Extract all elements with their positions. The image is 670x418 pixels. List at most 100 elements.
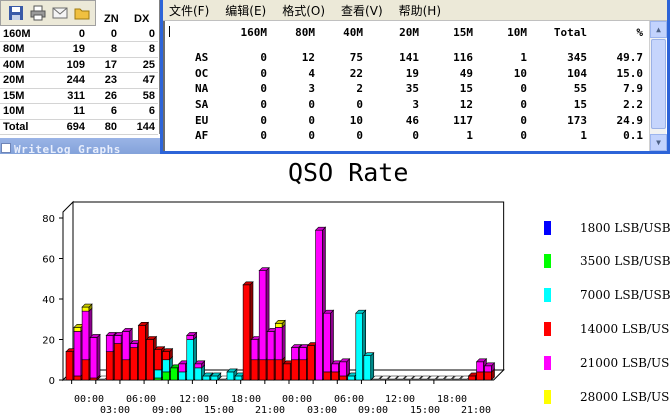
graph-title: QSO Rate [288,158,409,187]
continent-value-cell: 75 [349,51,363,65]
bar-segment [258,359,267,381]
scroll-up-arrow-icon[interactable]: ▲ [650,21,667,38]
bar-segment [105,351,114,381]
band-row: 160M 0 0 0 [0,26,158,42]
continent-value-cell: 55 [573,82,587,96]
continent-value-cell: 12 [459,98,473,112]
bar-segment [89,377,98,381]
legend-entry: 3500 LSB/USB [544,253,670,269]
graphs-window-titlebar[interactable]: WriteLog Graphs [0,138,160,158]
bar-top [81,303,93,308]
x-tick-label-top: 00:00 [282,394,312,405]
empty-bar-slot [395,375,407,380]
legend-entry: 7000 LSB/USB [544,287,670,303]
bar-top [145,336,158,340]
continent-value-cell: 0 [520,98,527,112]
continent-value-cell: 0 [260,113,267,127]
menu-format[interactable]: 格式(O) [282,3,326,18]
bar-segment [258,270,267,361]
bar-top [161,348,174,352]
folder-icon [74,8,90,20]
text-caret [169,26,170,37]
legend-label: 7000 LSB/USB [580,288,670,302]
legend-label: 14000 LSB/USB [580,322,670,336]
continent-value-cell: 15 [459,82,473,96]
bar-top [274,320,286,324]
continent-value-cell: 49 [459,66,473,80]
bar-top [210,372,222,377]
continent-table: 160M 80M 40M 20M 15M 10M Total% AS 0 12 75 141 116 1 3… [195,24,643,144]
continent-label: NA [195,82,209,96]
email-button[interactable] [51,4,69,22]
empty-bar-slot [443,375,455,380]
legend-swatch [544,254,551,268]
continent-value-cell: 12 [301,51,315,65]
dx-count-cell: 25 [120,57,158,73]
vertical-scrollbar[interactable]: ▲ ▼ [649,21,667,151]
continent-value-cell: 46 [405,113,419,127]
bar-top [258,267,270,271]
bar-segment-side [281,323,286,361]
bar-top [194,360,206,365]
print-button[interactable] [29,4,47,22]
save-button[interactable] [7,4,25,22]
bar-segment [73,331,82,377]
bar-segment [65,351,74,381]
bar-segment [250,339,259,361]
window-system-icon[interactable] [1,143,11,153]
continent-stats-window: 文件(F) 编辑(E) 格式(O) 查看(V) 帮助(H) 160M 80M 40M… [160,0,670,154]
continent-column-header: 20M [399,25,419,39]
bar-segment [476,371,484,381]
bar-top [363,352,375,356]
continent-value-cell: 24.9 [616,113,644,127]
continent-label: AS [195,51,209,65]
bar-top [338,358,351,363]
band-row: 15M 311 26 58 [0,88,158,104]
zone-count-cell: 80 [88,119,120,135]
continent-value-cell: 0 [356,98,363,112]
menu-file[interactable]: 文件(F) [169,3,210,18]
y-tick-label: 60 [42,255,55,266]
band-cell: 160M [0,26,44,42]
band-row: 80M 19 8 8 [0,41,158,58]
continent-value-cell: 10 [349,113,363,127]
band-header-dx: DX [134,13,150,25]
bar-top [137,322,150,326]
continent-value-cell: 0 [308,113,315,127]
y-tick-label: 80 [42,214,55,225]
bar-segment [162,351,170,361]
continent-value-cell: 7.9 [623,82,643,96]
empty-bar-slot [451,375,464,380]
bar-segment [339,361,347,377]
scrollbar-thumb[interactable] [651,39,666,129]
open-folder-button[interactable] [73,4,91,22]
x-tick-label-top: 18:00 [231,394,261,405]
legend-entry: 28000 LSB/USB [544,389,670,405]
continent-value-cell: 0 [520,113,527,127]
bar-segment [226,371,235,381]
scroll-down-arrow-icon[interactable]: ▼ [650,134,667,151]
menu-view[interactable]: 查看(V) [341,3,383,18]
x-tick-label-bottom: 09:00 [358,405,388,416]
continent-text-area[interactable]: 160M 80M 40M 20M 15M 10M Total% AS 0 12 75 141 116 1 3… [163,21,667,151]
bar-segment [234,375,243,381]
continent-value-cell: 15.0 [616,66,644,80]
bar-segment [73,375,82,381]
menu-edit[interactable]: 编辑(E) [225,3,267,18]
continent-value-cell: 35 [405,82,419,96]
continent-value-cell: 49.7 [616,51,644,65]
legend-entry: 1800 LSB/USB [544,220,670,236]
continent-value-cell: 1 [520,51,527,65]
x-tick-label-bottom: 21:00 [461,405,491,416]
legend-entry: 21000 LSB/USB [544,355,670,371]
x-tick-label-top: 00:00 [74,394,104,405]
spacer-row [195,40,643,50]
x-tick-label-top: 12:00 [179,394,209,405]
continent-value-cell: 0 [412,129,419,143]
qso-count-cell: 0 [44,26,88,42]
bar-segment [186,335,194,340]
menu-help[interactable]: 帮助(H) [398,3,442,18]
zone-count-cell: 6 [88,103,120,120]
continent-value-cell: 0 [520,129,527,143]
legend-label: 1800 LSB/USB [580,221,670,235]
